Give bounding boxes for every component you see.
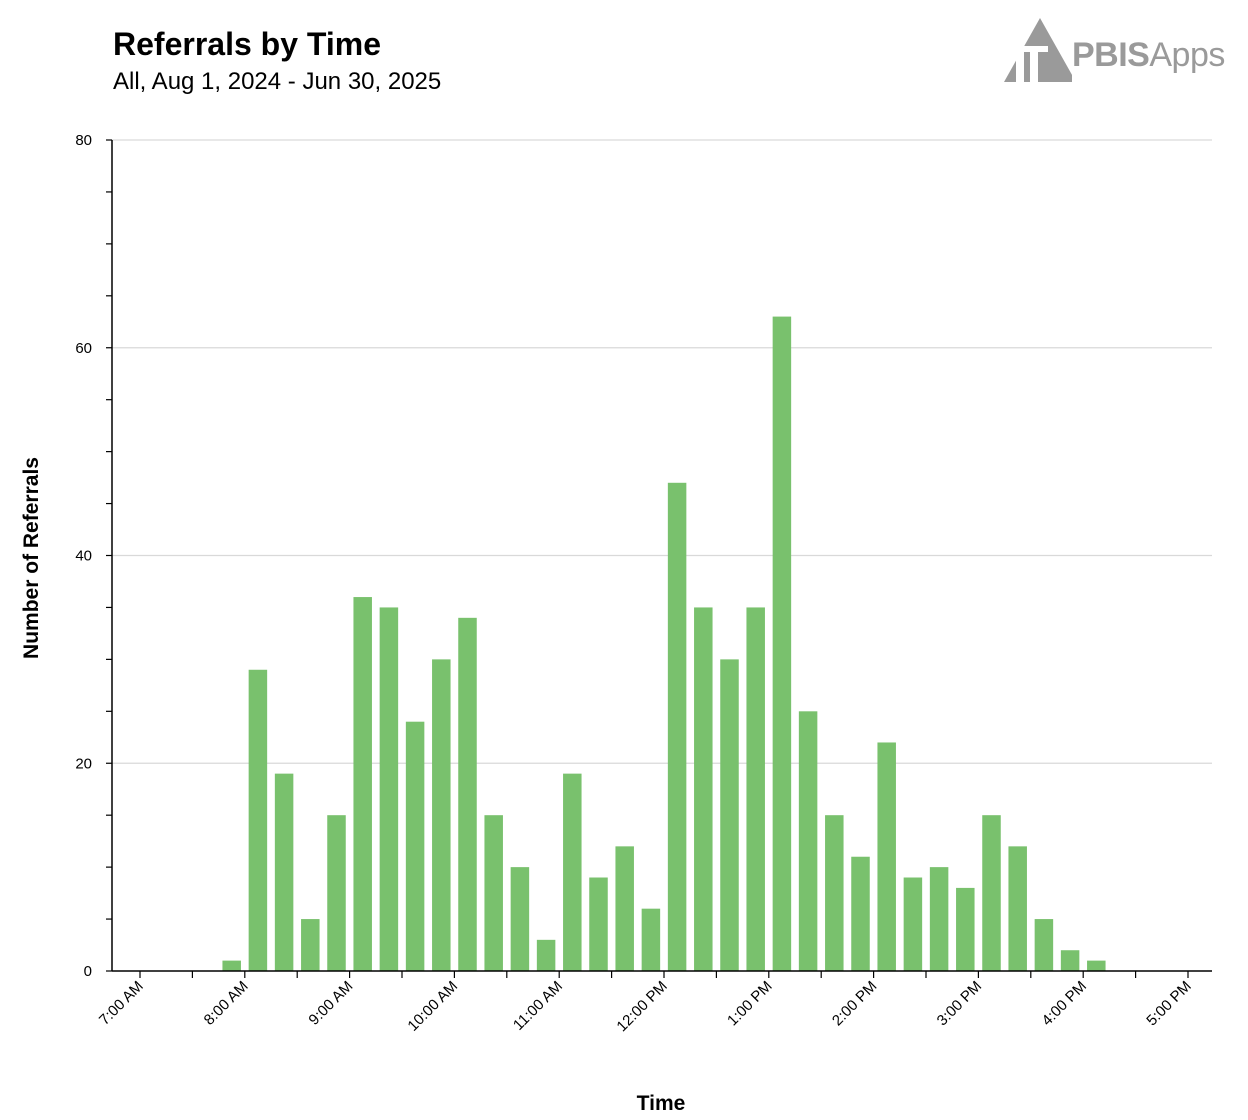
bar <box>458 617 477 971</box>
bar <box>746 607 765 971</box>
y-tick-label: 40 <box>75 548 92 565</box>
bar <box>877 742 896 971</box>
x-tick-label: 5:00 PM <box>1143 978 1195 1030</box>
bar <box>536 939 556 971</box>
x-tick-label: 8:00 AM <box>201 978 252 1029</box>
x-tick-label: 4:00 PM <box>1038 978 1090 1030</box>
bar <box>825 815 844 971</box>
bar <box>667 482 687 971</box>
y-tick-label: 80 <box>75 132 92 149</box>
x-axis-title: Time <box>637 1092 686 1115</box>
bar <box>327 815 346 971</box>
x-tick-label: 3:00 PM <box>934 978 986 1030</box>
bar <box>720 659 739 971</box>
bar <box>1034 919 1054 971</box>
x-tick-label: 11:00 AM <box>510 978 566 1034</box>
bar <box>851 856 870 971</box>
bar <box>772 316 792 971</box>
x-tick-label: 12:00 PM <box>613 978 670 1035</box>
x-axis-ticks: 7:00 AM 8:00 AM 9:00 AM 10:00 AM 11:00 AM 12:… <box>96 971 1195 1035</box>
bar <box>301 919 320 971</box>
y-axis-title: Number of Referrals <box>20 457 43 659</box>
bar <box>353 597 372 971</box>
bar <box>1060 950 1080 971</box>
bar <box>563 773 582 971</box>
bar <box>1008 846 1027 971</box>
x-tick-label: 9:00 AM <box>305 978 356 1029</box>
logo-text-bold: PBIS <box>1072 36 1150 74</box>
x-tick-label: 7:00 AM <box>96 978 147 1029</box>
bar <box>903 877 923 971</box>
y-axis-ticks: 0 20 40 60 80 <box>75 132 112 980</box>
bar <box>222 960 241 971</box>
bar <box>405 721 425 971</box>
y-tick-label: 60 <box>75 340 92 357</box>
bar <box>929 867 949 971</box>
bar <box>589 877 608 971</box>
bar <box>248 669 268 971</box>
chart-subtitle: All, Aug 1, 2024 - Jun 30, 2025 <box>113 68 442 95</box>
bars <box>222 316 1106 971</box>
bar <box>798 711 818 971</box>
x-tick-label: 2:00 PM <box>829 978 881 1030</box>
x-tick-label: 10:00 AM <box>404 978 461 1035</box>
bar <box>1087 960 1106 971</box>
bar <box>982 815 1001 971</box>
bar <box>274 773 294 971</box>
logo-text-light: Apps <box>1149 36 1225 74</box>
bar <box>484 815 503 971</box>
logo-text: PBISApps <box>1072 36 1225 75</box>
gridlines <box>112 139 1212 764</box>
x-tick-label: 1:00 PM <box>724 978 776 1030</box>
bar <box>379 607 399 971</box>
y-tick-label: 0 <box>84 963 92 980</box>
bar <box>432 659 451 971</box>
bar <box>510 867 530 971</box>
bar <box>615 846 634 971</box>
logo-mark-icon <box>1004 18 1076 82</box>
bar <box>694 607 713 971</box>
chart-title: Referrals by Time <box>113 26 381 62</box>
pbisapps-logo: PBISApps <box>1000 14 1240 86</box>
bar <box>641 908 661 971</box>
y-tick-label: 20 <box>75 755 92 772</box>
bar <box>956 887 975 971</box>
